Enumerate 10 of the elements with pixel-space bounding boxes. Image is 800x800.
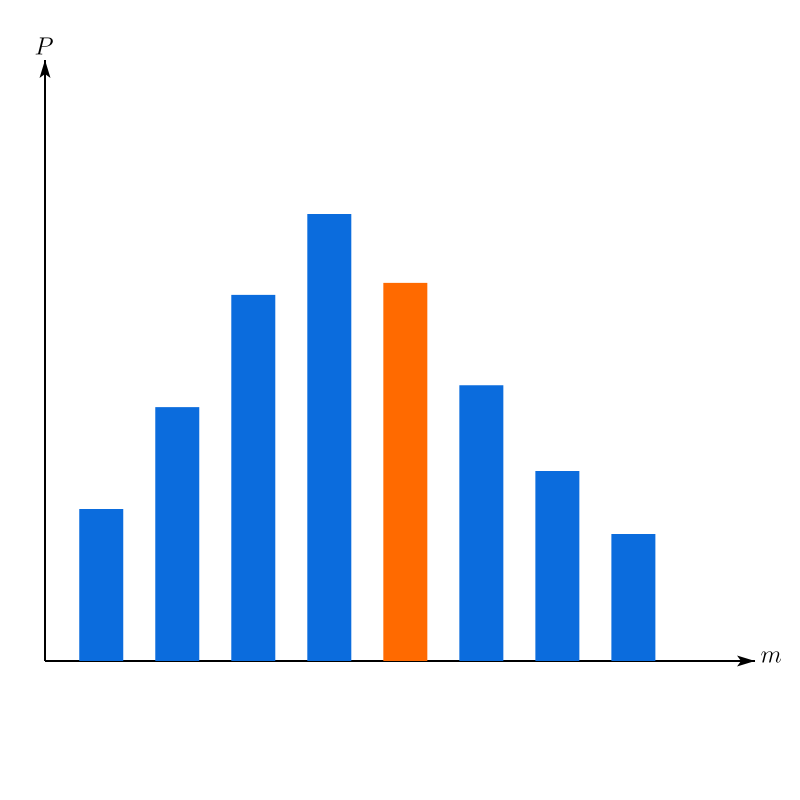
- bar: [383, 282, 428, 661]
- bar: [459, 385, 504, 661]
- bar: [611, 534, 656, 661]
- bar: [79, 509, 124, 661]
- text: $P$: [36, 38, 53, 54]
- text: $m$: [761, 651, 782, 663]
- bar: [231, 294, 276, 661]
- bar: [535, 471, 580, 661]
- bar: [155, 407, 200, 661]
- bar: [307, 214, 352, 661]
